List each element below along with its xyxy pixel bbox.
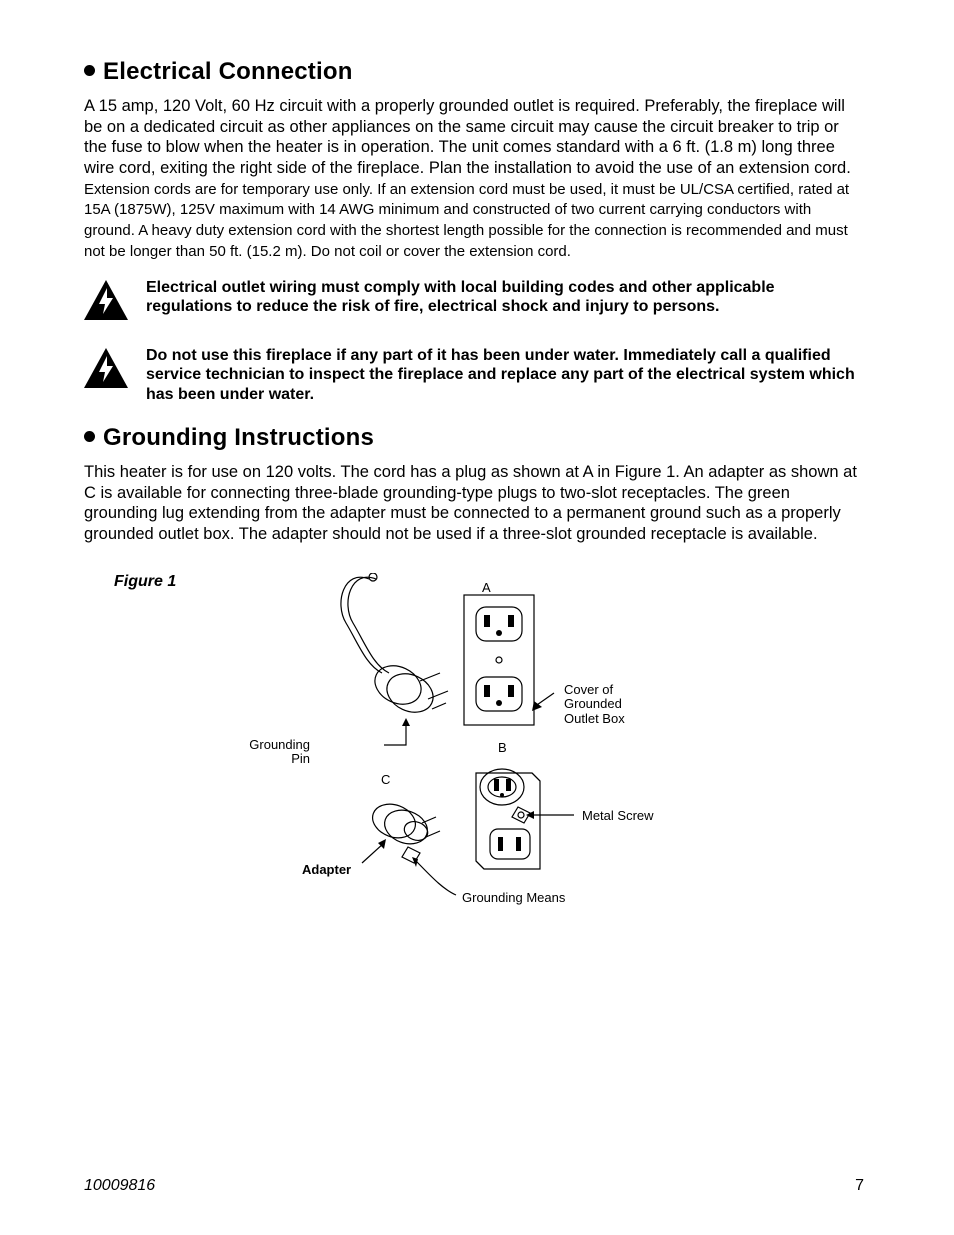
heading-electrical: Electrical Connection [84, 58, 864, 86]
heading-electrical-text: Electrical Connection [103, 58, 353, 85]
warning-row-2: Do not use this fireplace if any part of… [84, 346, 864, 405]
page: Electrical Connection A 15 amp, 120 Volt… [0, 0, 954, 1235]
page-number: 7 [855, 1177, 864, 1195]
electrical-small: Extension cords are for temporary use on… [84, 181, 849, 260]
bullet-icon [84, 65, 95, 76]
figure-1: Figure 1 [84, 573, 864, 933]
doc-id: 10009816 [84, 1177, 155, 1195]
warning-text-1: Electrical outlet wiring must comply wit… [146, 278, 864, 317]
warning-row-1: Electrical outlet wiring must comply wit… [84, 278, 864, 320]
hazard-icon [84, 346, 132, 388]
figure-label-adapter: Adapter [302, 863, 351, 878]
electrical-lead: A 15 amp, 120 Volt, 60 Hz circuit with a… [84, 97, 851, 177]
figure-label-grounding-means: Grounding Means [462, 891, 565, 906]
figure-label-c: C [381, 773, 390, 788]
figure-label-cover: Cover of Grounded Outlet Box [564, 683, 625, 728]
figure-label-grounding-pin: Grounding Pin [230, 738, 310, 768]
figure-title: Figure 1 [114, 573, 176, 591]
heading-grounding-text: Grounding Instructions [103, 424, 374, 451]
hazard-icon [84, 278, 132, 320]
page-footer: 10009816 7 [84, 1177, 864, 1195]
warning-text-2: Do not use this fireplace if any part of… [146, 346, 864, 405]
figure-label-b: B [498, 741, 507, 756]
figure-label-metal-screw: Metal Screw [582, 809, 654, 824]
heading-grounding: Grounding Instructions [84, 424, 864, 452]
bullet-icon [84, 431, 95, 442]
figure-label-a: A [482, 581, 491, 596]
electrical-paragraph: A 15 amp, 120 Volt, 60 Hz circuit with a… [84, 96, 864, 262]
grounding-paragraph: This heater is for use on 120 volts. The… [84, 462, 864, 545]
